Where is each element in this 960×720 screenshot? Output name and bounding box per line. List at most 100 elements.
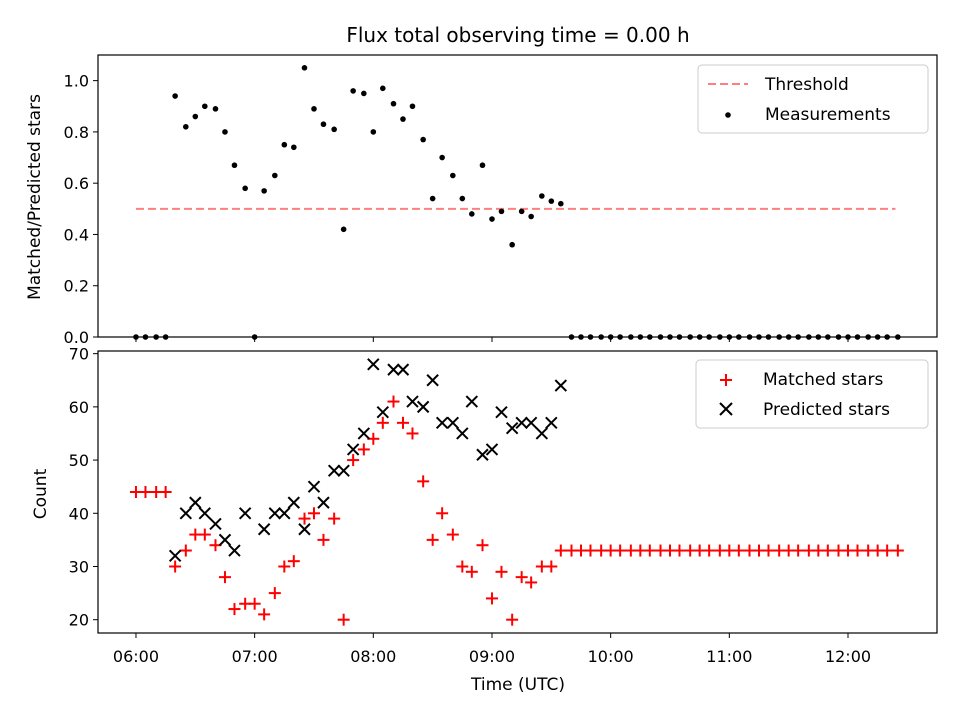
measurement-point [420, 136, 426, 143]
matched-star-marker [307, 507, 320, 520]
matched-star-marker [515, 571, 528, 584]
predicted-star-marker [387, 363, 400, 376]
predicted-star-marker [198, 507, 212, 520]
matched-star-marker [426, 533, 439, 546]
matched-star-marker [406, 427, 419, 440]
x-tick-label: 11:00 [706, 647, 752, 666]
predicted-star-marker [357, 427, 371, 440]
predicted-star-marker [346, 443, 360, 456]
matched-star-marker [881, 544, 894, 557]
matched-star-marker [417, 475, 430, 488]
predicted-star-marker [485, 443, 499, 456]
measurement-point [340, 226, 347, 233]
top-y-axis-label: Matched/Predicted stars [25, 94, 45, 300]
bottom-legend-box [695, 359, 929, 429]
x-tick-label: 10:00 [588, 647, 634, 666]
measurement-point [489, 216, 495, 222]
bottom-y-tick-label: 30 [69, 557, 89, 576]
measurement-point [439, 154, 445, 161]
predicted-star-marker [435, 416, 449, 430]
measurement-point [281, 141, 288, 148]
measurement-point [558, 200, 564, 207]
predicted-star-marker [257, 523, 271, 536]
predicted-star-marker [307, 480, 321, 493]
predicted-star-marker [268, 507, 282, 520]
predicted-star-marker [317, 496, 330, 509]
measurement-point [202, 103, 208, 110]
predicted-star-marker [446, 416, 460, 430]
predicted-star-marker [189, 496, 202, 509]
matched-star-marker [396, 416, 409, 429]
matched-star-marker [317, 533, 330, 546]
measurements-legend-swatch [725, 112, 731, 118]
matched-star-marker [228, 603, 241, 616]
matched-star-marker [139, 486, 152, 498]
matched-star-marker [732, 544, 745, 557]
measurement-point [231, 162, 238, 169]
measurement-point [172, 93, 178, 99]
matched-star-marker [278, 560, 291, 573]
matched-star-marker [554, 544, 567, 557]
matched-star-marker [287, 555, 300, 568]
bottom-y-tick-label: 50 [69, 451, 89, 470]
bottom-plot-area: 20 30 40 50 60 70 06:00 07:00 08:00 09:00 10:00 11:… [69, 345, 904, 666]
matched-star-marker [337, 613, 350, 626]
measurement-point [183, 123, 189, 130]
matched-star-marker [436, 507, 449, 520]
measurement-point [400, 116, 406, 122]
predicted-star-marker [465, 395, 479, 408]
measurements-legend-label: Measurements [765, 105, 891, 125]
measurement-point [361, 90, 367, 97]
top-y-tick-label: 0.0 [64, 328, 89, 347]
measurement-point [409, 103, 416, 110]
x-tick-label: 07:00 [232, 647, 278, 666]
measurement-point [370, 129, 377, 135]
measurement-point [311, 106, 317, 112]
measurement-point [509, 241, 515, 248]
measurement-point [469, 211, 475, 217]
matched-star-marker [525, 576, 538, 589]
predicted-star-marker [524, 416, 538, 430]
matched-star-marker [357, 443, 370, 456]
matched-star-marker [456, 560, 469, 573]
measurement-point [350, 88, 356, 94]
matched-star-marker [298, 512, 311, 525]
predicted-star-marker [337, 464, 350, 477]
measurement-point [459, 195, 466, 202]
measurement-point [331, 126, 337, 133]
predicted-star-marker [505, 421, 519, 435]
matched-star-marker [258, 608, 271, 621]
matched-star-marker [891, 544, 904, 557]
predicted-star-marker [168, 549, 182, 563]
top-y-tick-label: 0.4 [64, 225, 89, 244]
measurement-point [242, 185, 248, 192]
predicted-star-marker [287, 496, 301, 509]
matched-star-marker [506, 613, 519, 626]
top-y-tick-label: 1.0 [64, 72, 89, 91]
top-plot-frame [97, 54, 938, 338]
matched-star-marker [762, 544, 775, 557]
matched-star-marker [673, 544, 686, 557]
top-y-tick-label: 0.2 [64, 277, 89, 296]
x-axis-label: Time (UTC) [470, 675, 565, 695]
x-tick-label: 06:00 [113, 647, 159, 666]
matched-star-marker [485, 592, 498, 605]
matched-star-marker [584, 544, 597, 557]
predicted-star-marker [278, 507, 291, 520]
measurement-point [272, 172, 278, 179]
top-legend: Threshold Measurements [697, 64, 929, 134]
matched-star-marker [643, 544, 656, 557]
predicted-star-marker [416, 400, 430, 414]
measurement-point [390, 100, 397, 107]
predicted-star-marker [476, 448, 489, 461]
bottom-plot-frame [97, 350, 938, 634]
matched-star-marker [703, 544, 716, 557]
matched-star-marker [476, 539, 489, 552]
matched-legend-swatch [720, 374, 732, 386]
matched-star-marker [495, 565, 508, 578]
predicted-star-marker [327, 464, 341, 477]
top-legend-box [697, 64, 929, 134]
predicted-star-marker [367, 358, 380, 371]
matched-star-marker [248, 597, 261, 610]
